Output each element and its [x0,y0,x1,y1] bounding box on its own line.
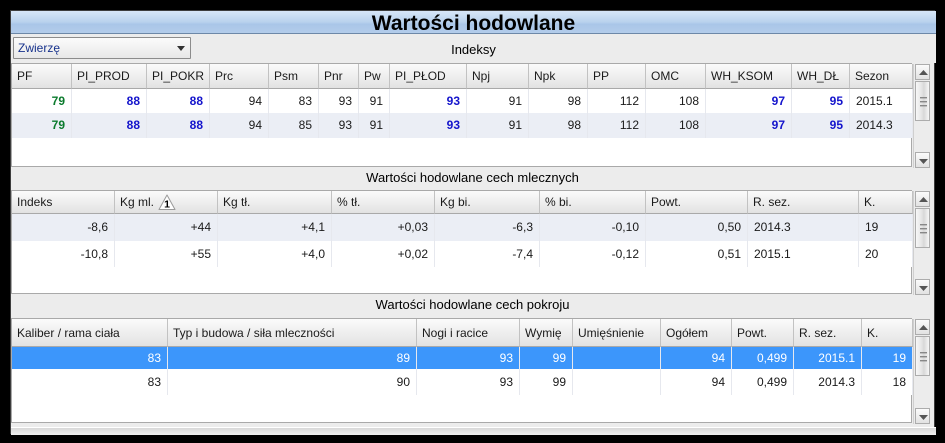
svg-text:1: 1 [164,199,170,211]
